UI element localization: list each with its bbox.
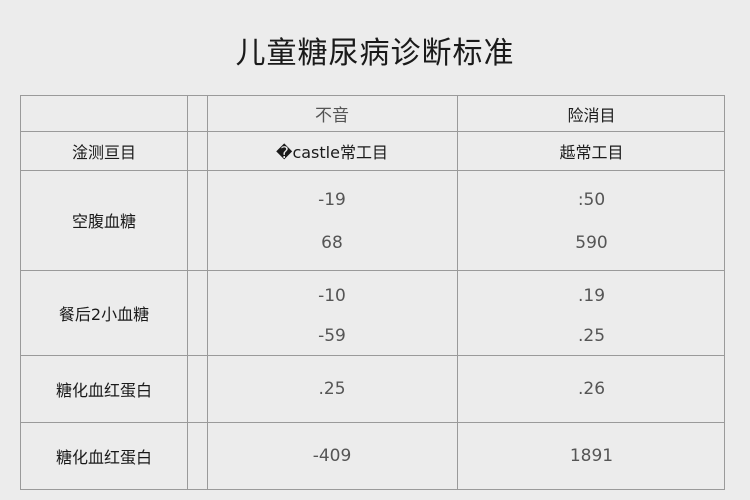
normal-value: -19 — [318, 190, 346, 210]
column-header-normal: �castle常工目 — [276, 142, 388, 162]
column-header-abnormal: 趆常工目 — [559, 142, 624, 162]
row-divider — [21, 170, 724, 171]
abnormal-value: :50 — [577, 190, 606, 210]
abnormal-value: 1891 — [569, 446, 614, 466]
col-divider — [207, 96, 208, 489]
group-header-left: 不音 — [315, 106, 349, 126]
abnormal-value: .26 — [577, 378, 606, 399]
row-divider — [21, 422, 724, 423]
abnormal-value: 590 — [575, 233, 608, 253]
page-title: 儿童糖尿病诊断标准 — [235, 36, 515, 71]
row-divider — [21, 131, 724, 132]
col-divider — [187, 96, 188, 489]
diagnosis-table: 不音 险消目 淦测亘目 �castle常工目 趆常工目 空腹血糖 -19 68 … — [20, 95, 725, 490]
row-label: 餐后2小血糖 — [58, 304, 150, 324]
normal-value: 68 — [321, 233, 343, 253]
col-divider — [457, 96, 458, 489]
row-label: 空腹血糖 — [71, 212, 136, 231]
abnormal-value: .25 — [577, 326, 606, 346]
group-header-right: 险消目 — [567, 105, 616, 125]
normal-value: -10 — [318, 286, 346, 306]
abnormal-value: .19 — [577, 286, 606, 306]
column-header-item: 淦测亘目 — [71, 142, 136, 162]
row-label: 糖化血红蛋白 — [55, 380, 152, 400]
row-divider — [21, 270, 724, 271]
row-label: 糖化血红蛋白 — [55, 448, 152, 467]
normal-value: .25 — [318, 378, 346, 399]
normal-value: -59 — [318, 326, 346, 346]
normal-value: -409 — [312, 446, 352, 466]
row-divider — [21, 355, 724, 356]
